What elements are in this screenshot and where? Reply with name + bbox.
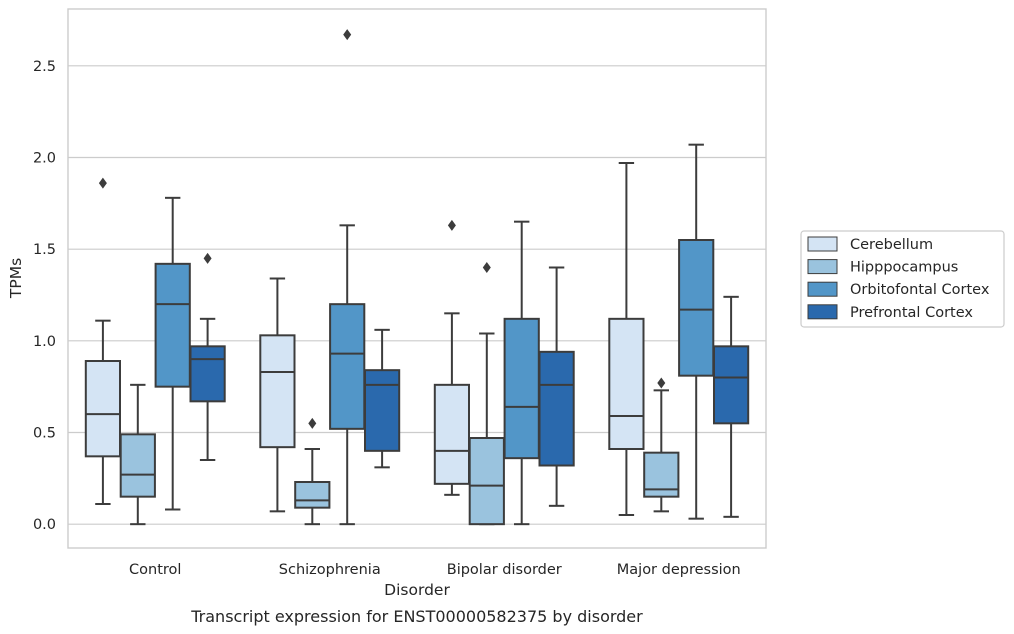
box-iqr xyxy=(154,262,191,388)
x-tick-labels: Control Schizophrenia Bipolar disorder Majo… xyxy=(129,562,741,578)
box-2-0 xyxy=(433,219,471,496)
y-tick-label: 0.5 xyxy=(33,426,56,442)
box-3-2 xyxy=(678,143,715,520)
box-0-2 xyxy=(154,196,191,511)
y-tick-label: 1.0 xyxy=(33,334,56,350)
box-iqr xyxy=(503,317,540,460)
box-1-3 xyxy=(363,328,401,469)
x-tick-label: Major depression xyxy=(617,562,741,578)
box-iqr xyxy=(259,334,296,449)
box-0-1 xyxy=(119,383,156,526)
box-1-1 xyxy=(294,417,331,526)
box-0-3 xyxy=(189,252,226,461)
box-0-0 xyxy=(84,177,122,505)
box-iqr xyxy=(608,317,645,451)
outlier-point xyxy=(203,252,212,264)
box-iqr xyxy=(468,437,505,526)
x-tick-label: Bipolar disorder xyxy=(447,562,562,578)
legend: Cerebellum Hipppocampus Orbitofontal Corte… xyxy=(800,230,1005,328)
legend-box xyxy=(800,230,1005,328)
legend-label: Prefrontal Cortex xyxy=(850,305,973,321)
legend-swatch xyxy=(807,281,838,297)
y-tick-label: 0.0 xyxy=(33,517,56,533)
outlier-point xyxy=(343,29,352,41)
y-axis-label: TPMs xyxy=(7,258,25,299)
x-axis-label: Disorder xyxy=(384,581,450,599)
box-groups xyxy=(84,29,750,526)
box-3-3 xyxy=(712,295,750,518)
outlier-point xyxy=(482,262,491,273)
legend-swatch xyxy=(807,304,838,320)
box-iqr xyxy=(84,360,122,458)
box-1-0 xyxy=(259,277,296,513)
box-3-0 xyxy=(608,162,645,516)
legend-label: Orbitofontal Cortex xyxy=(850,282,990,298)
legend-swatch xyxy=(807,236,838,252)
box-iqr xyxy=(119,433,156,498)
y-tick-labels: 0.0 0.5 1.0 1.5 2.0 2.5 xyxy=(33,59,56,533)
box-2-3 xyxy=(538,266,575,507)
y-tick-label: 2.0 xyxy=(33,151,56,167)
box-2-2 xyxy=(503,220,540,526)
legend-label: Hipppocampus xyxy=(850,260,958,276)
outlier-point xyxy=(447,219,456,231)
box-iqr xyxy=(433,383,471,485)
box-iqr xyxy=(294,481,331,509)
box-1-2 xyxy=(329,29,366,526)
box-iqr xyxy=(678,239,715,377)
box-iqr xyxy=(363,369,401,452)
y-tick-label: 2.5 xyxy=(33,59,56,75)
x-tick-label: Schizophrenia xyxy=(279,562,381,578)
box-3-1 xyxy=(643,377,680,513)
y-tick-label: 1.5 xyxy=(33,242,56,258)
box-iqr xyxy=(712,345,750,425)
box-2-1 xyxy=(468,262,505,526)
box-iqr xyxy=(538,350,575,467)
outlier-point xyxy=(308,417,317,429)
outlier-point xyxy=(657,377,666,389)
outlier-point xyxy=(98,177,107,189)
x-tick-label: Control xyxy=(129,562,181,578)
plot-frame xyxy=(67,8,767,549)
box-iqr xyxy=(189,345,226,403)
box-iqr xyxy=(329,303,366,430)
chart-caption: Transcript expression for ENST0000058237… xyxy=(190,607,643,626)
legend-swatch xyxy=(807,259,838,275)
legend-label: Cerebellum xyxy=(850,237,933,253)
